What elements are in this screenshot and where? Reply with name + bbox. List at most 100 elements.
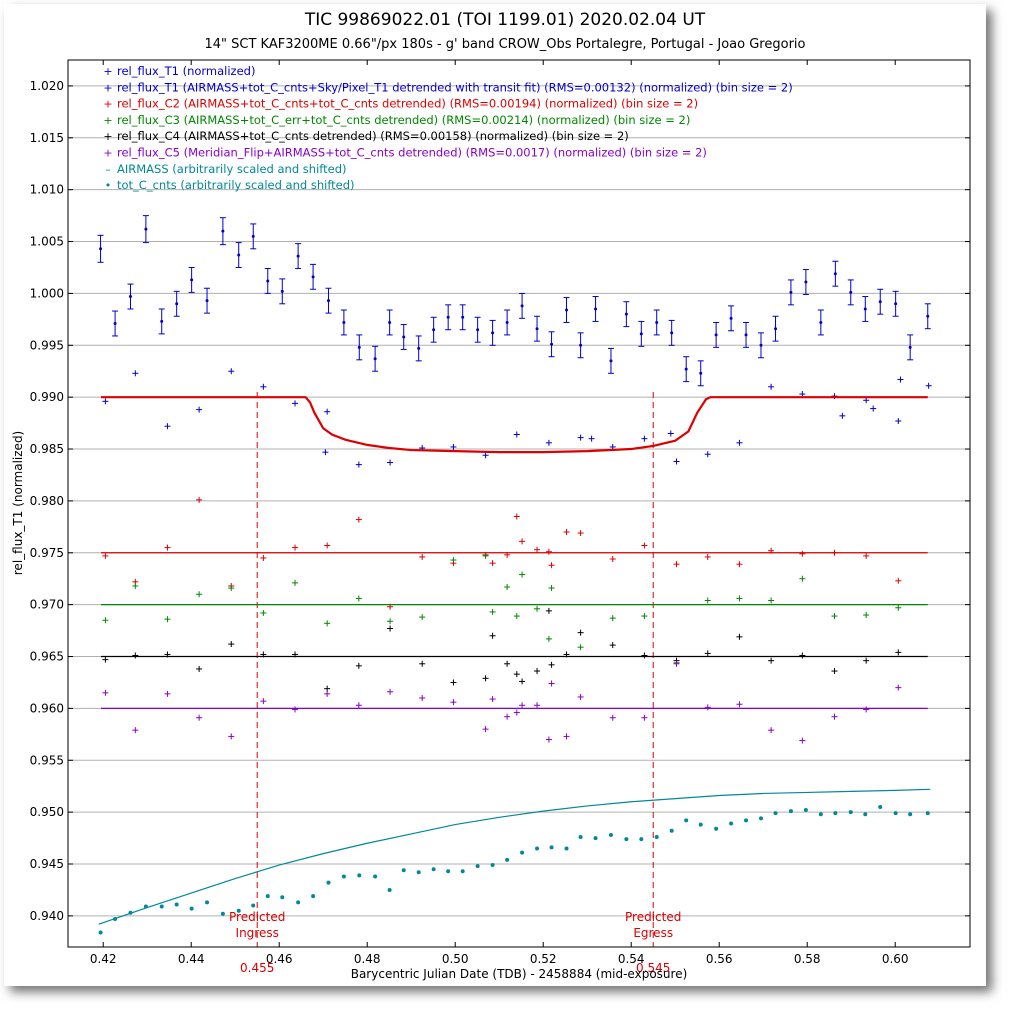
data-point xyxy=(196,496,203,503)
totc-point xyxy=(159,904,164,909)
x-axis-label: Barycentric Julian Date (TDB) - 2458884 … xyxy=(351,967,688,981)
data-point xyxy=(519,702,526,709)
data-point xyxy=(545,439,552,446)
errorbar-point xyxy=(924,303,931,330)
errorbar-point xyxy=(250,223,257,250)
legend-marker: + xyxy=(103,147,112,160)
legend-entry: rel_flux_T1 (normalized) xyxy=(117,64,255,78)
errorbar-point xyxy=(430,316,437,343)
data-point xyxy=(132,582,139,589)
data-point xyxy=(736,633,743,640)
data-point xyxy=(895,604,902,611)
errorbar-point xyxy=(563,297,570,323)
errorbar-point xyxy=(817,309,824,336)
data-point xyxy=(548,680,555,687)
data-point xyxy=(228,585,235,592)
legend-marker: + xyxy=(103,81,112,94)
legend-marker: + xyxy=(103,114,112,127)
data-point xyxy=(228,368,235,375)
chart-title: TIC 99869022.01 (TOI 1199.01) 2020.02.04… xyxy=(304,10,706,30)
errorbar-point xyxy=(310,263,317,290)
errorbar-point xyxy=(862,296,869,322)
errorbar-point xyxy=(372,345,379,372)
y-tick-label: 0.980 xyxy=(30,494,64,508)
data-point xyxy=(489,560,496,567)
errorbar-point xyxy=(489,319,496,346)
data-point xyxy=(450,699,457,706)
data-point xyxy=(577,530,584,537)
totc-point xyxy=(475,864,480,869)
data-point xyxy=(736,561,743,568)
errorbar-point xyxy=(340,309,347,336)
data-point xyxy=(768,597,775,604)
data-point xyxy=(768,657,775,664)
data-point xyxy=(863,657,870,664)
data-point xyxy=(450,557,457,564)
data-point xyxy=(799,737,806,744)
data-point xyxy=(489,696,496,703)
legend-entry: rel_flux_C5 (Meridian_Flip+AIRMASS+tot_C… xyxy=(117,146,707,160)
ingress-label: Ingress xyxy=(236,926,279,940)
totc-point xyxy=(296,900,301,905)
data-point xyxy=(504,713,511,720)
errorbar-point xyxy=(459,304,466,331)
legend-marker: + xyxy=(103,130,112,143)
errorbar-point xyxy=(112,310,119,337)
data-point xyxy=(419,614,426,621)
errorbar-point xyxy=(877,288,884,315)
errorbar-point xyxy=(802,269,809,295)
data-point xyxy=(102,398,109,405)
data-point xyxy=(831,668,838,675)
data-point xyxy=(260,609,267,616)
data-point xyxy=(799,391,806,398)
errorbar-point xyxy=(219,217,226,246)
figure-frame xyxy=(4,4,986,986)
data-point xyxy=(534,546,541,553)
legend-entry: tot_C_cnts (arbitrarily scaled and shift… xyxy=(117,178,355,192)
totc-point xyxy=(564,846,569,851)
data-point xyxy=(513,671,520,678)
data-point xyxy=(164,423,171,430)
data-point xyxy=(641,542,648,549)
data-point xyxy=(577,644,584,651)
data-point xyxy=(895,684,902,691)
errorbar-point xyxy=(519,292,526,319)
data-point xyxy=(482,726,489,733)
errorbar-point xyxy=(325,287,332,314)
errorbar-point xyxy=(683,356,690,383)
data-point xyxy=(895,649,902,656)
errorbar-point xyxy=(415,335,422,362)
egress-label: Predicted xyxy=(625,910,681,924)
data-point xyxy=(513,613,520,620)
data-point xyxy=(831,713,838,720)
data-point xyxy=(704,704,711,711)
totc-point xyxy=(113,916,118,921)
y-tick-label: 0.985 xyxy=(30,442,64,456)
data-point xyxy=(164,690,171,697)
data-point xyxy=(164,544,171,551)
data-point xyxy=(609,714,616,721)
data-point xyxy=(228,641,235,648)
data-point xyxy=(196,665,203,672)
data-point xyxy=(419,695,426,702)
airmass-line xyxy=(98,788,931,925)
errorbar-point xyxy=(728,305,735,332)
data-point xyxy=(260,698,267,705)
y-tick-label: 0.965 xyxy=(30,650,64,664)
y-tick-label: 0.975 xyxy=(30,546,64,560)
errorbar-point xyxy=(787,279,794,306)
errorbar-point xyxy=(607,347,614,374)
data-point xyxy=(548,585,555,592)
totc-point xyxy=(98,930,103,935)
totc-point xyxy=(311,894,316,899)
totc-point xyxy=(848,810,853,815)
data-point xyxy=(768,383,775,390)
data-point xyxy=(504,660,511,667)
totc-point xyxy=(624,837,629,842)
totc-point xyxy=(773,811,778,816)
data-point xyxy=(482,675,489,682)
totc-point xyxy=(639,837,644,842)
errorbar-point xyxy=(173,290,180,317)
legend-entry: rel_flux_C2 (AIRMASS+tot_C_cnts+tot_C_cn… xyxy=(117,97,698,111)
y-axis-label: rel_flux_T1 (normalized) xyxy=(11,431,25,575)
